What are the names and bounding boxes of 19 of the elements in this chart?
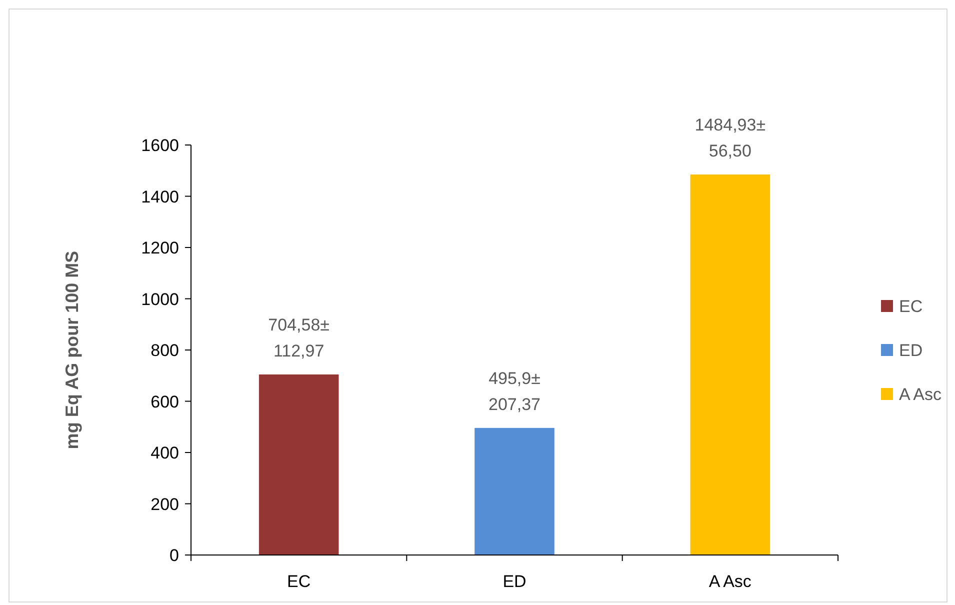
y-tick-label: 600	[150, 392, 179, 412]
x-tick-label: EC	[287, 572, 311, 591]
legend-label: ED	[899, 341, 923, 360]
x-tick-label: ED	[502, 572, 526, 591]
y-axis-title: mg Eq AG pour 100 MS	[62, 250, 82, 450]
legend-label: EC	[899, 297, 923, 316]
y-tick-label: 1600	[141, 136, 179, 155]
data-label: 1484,93± 56,50	[694, 115, 766, 160]
y-tick-label: 800	[150, 341, 179, 360]
y-tick-label: 1000	[141, 290, 179, 309]
y-tick-label: 200	[150, 494, 179, 514]
y-tick-label: 1400	[141, 187, 179, 206]
data-label: 704,58± 112,97	[268, 315, 330, 360]
y-tick-label: 0	[170, 546, 179, 565]
y-tick-label: 400	[150, 444, 179, 462]
y-tick-label: 1200	[141, 238, 179, 258]
data-label: 495,9± 207,37	[488, 368, 540, 414]
legend-label: A Asc	[899, 385, 942, 404]
x-tick-label: A Asc	[708, 572, 752, 591]
